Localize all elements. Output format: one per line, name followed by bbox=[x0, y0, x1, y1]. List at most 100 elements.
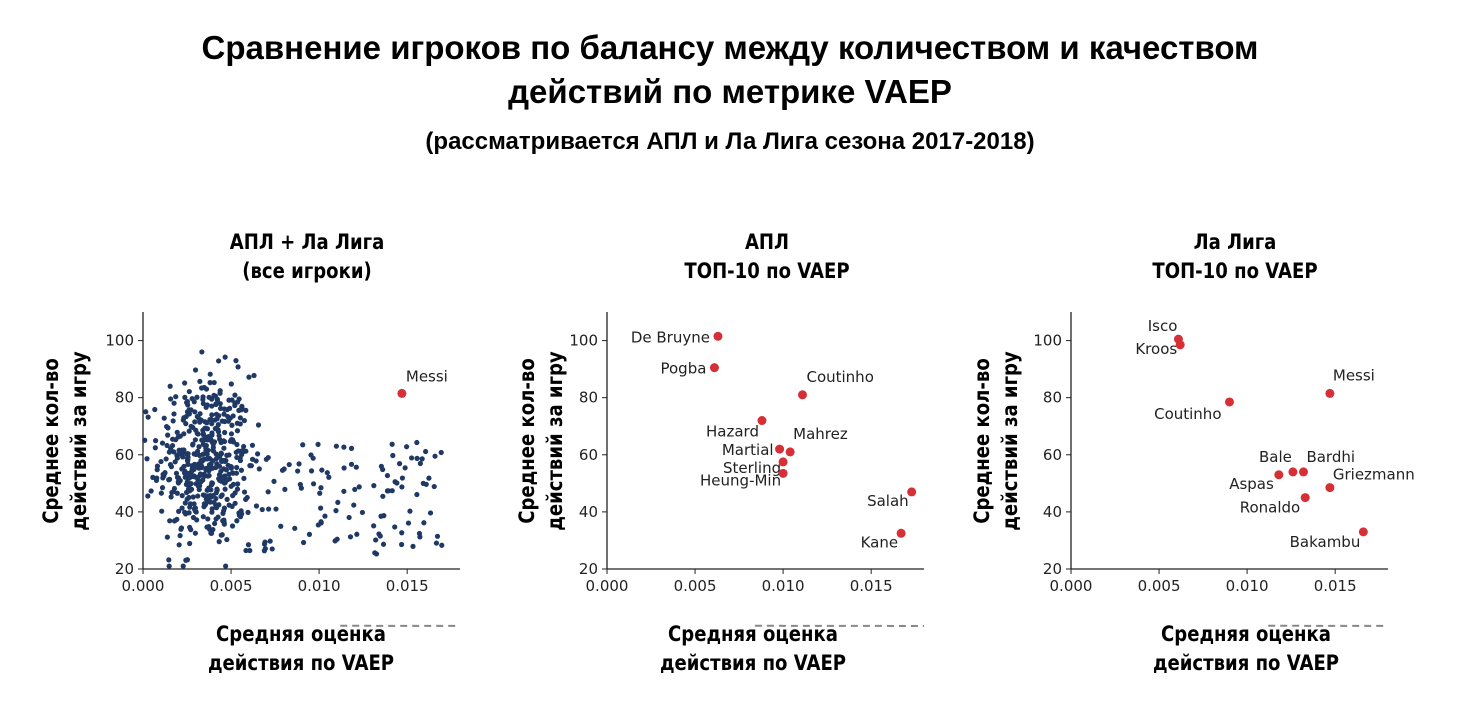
chart-1-point bbox=[197, 411, 203, 417]
chart-1-point bbox=[399, 530, 405, 536]
chart-1-point bbox=[266, 506, 272, 512]
chart-1-point bbox=[154, 467, 160, 473]
chart-3-y-tick-label: 40 bbox=[1043, 503, 1062, 521]
chart-1-point bbox=[230, 481, 237, 487]
chart-1-point bbox=[226, 502, 232, 508]
chart-1-point bbox=[167, 461, 174, 468]
chart-1-xlabel: Средняя оценка действия по VAEP bbox=[163, 620, 438, 678]
chart-1-point bbox=[396, 461, 403, 467]
chart-1-point bbox=[192, 367, 199, 373]
chart-1-point bbox=[167, 383, 173, 389]
chart-2-point-coutinho bbox=[797, 390, 807, 400]
chart-1-point bbox=[353, 464, 359, 470]
chart-2-point-label: Kane bbox=[861, 533, 899, 551]
chart-3-x-tick-label: 0.000 bbox=[1050, 577, 1093, 595]
chart-1-point bbox=[175, 475, 182, 481]
chart-1-point bbox=[433, 540, 440, 546]
chart-1-point bbox=[192, 437, 198, 443]
chart-1-point bbox=[232, 392, 238, 398]
chart-1-point bbox=[209, 412, 215, 418]
chart-2-y-tick-label: 100 bbox=[569, 332, 598, 350]
chart-1-point bbox=[222, 486, 228, 492]
chart-1-point bbox=[206, 486, 212, 492]
chart-1-point bbox=[200, 396, 206, 403]
chart-3-point-label: Coutinho bbox=[1154, 405, 1221, 423]
chart-1-point bbox=[247, 547, 253, 554]
chart-1-point bbox=[218, 468, 224, 475]
chart-1-point bbox=[405, 520, 412, 526]
chart-1-point bbox=[142, 437, 148, 443]
chart-1-point bbox=[190, 424, 196, 431]
chart-1-point bbox=[203, 448, 209, 454]
chart-1-point bbox=[195, 478, 201, 484]
chart-2-point-label: Sterling bbox=[723, 459, 781, 477]
chart-1-point bbox=[227, 405, 233, 411]
chart-1-point bbox=[166, 563, 172, 569]
chart-1-point bbox=[152, 438, 159, 444]
chart-1-point bbox=[189, 473, 195, 479]
chart-1-point bbox=[434, 533, 441, 539]
chart-1-point bbox=[300, 539, 307, 546]
page-title-line1: Сравнение игроков по балансу между колич… bbox=[201, 29, 1259, 66]
chart-1-point bbox=[371, 483, 377, 489]
chart-1-point bbox=[206, 472, 212, 479]
chart-1-point bbox=[209, 430, 215, 436]
chart-1-point bbox=[217, 388, 223, 394]
chart-1-point bbox=[241, 489, 248, 495]
chart-1-point bbox=[398, 541, 405, 548]
chart-1-point bbox=[385, 488, 392, 494]
chart-3-title: Ла Лига ТОП-10 по VAEP bbox=[1106, 228, 1364, 286]
chart-1-point bbox=[179, 466, 185, 472]
chart-2-point-heung-min bbox=[778, 468, 788, 478]
chart-1-point bbox=[223, 467, 230, 473]
chart-2-point-label: Pogba bbox=[660, 360, 706, 378]
chart-3-point-label: Bardhi bbox=[1306, 448, 1355, 466]
chart-1-point bbox=[333, 508, 339, 514]
chart-3-x-tick-label: 0.005 bbox=[1138, 577, 1181, 595]
chart-1-point bbox=[356, 484, 362, 490]
chart-1-point bbox=[354, 531, 360, 537]
chart-1-y-tick-label: 60 bbox=[115, 446, 134, 464]
chart-3-point-bardhi bbox=[1298, 467, 1308, 477]
chart-1-point bbox=[414, 439, 420, 446]
chart-2-point-label: Coutinho bbox=[806, 368, 873, 386]
chart-1-point bbox=[333, 443, 339, 449]
chart-2-x-tick-label: 0.005 bbox=[674, 577, 717, 595]
chart-1-point bbox=[210, 440, 216, 446]
chart-1-point bbox=[186, 388, 192, 395]
chart-1-point bbox=[390, 452, 396, 459]
chart-1-point bbox=[226, 471, 232, 477]
chart-1-point bbox=[161, 415, 167, 421]
chart-2-x-tick-label: 0.000 bbox=[586, 577, 629, 595]
chart-1-point bbox=[248, 463, 254, 469]
chart-1-point bbox=[159, 508, 165, 514]
chart-1-point bbox=[322, 513, 328, 519]
chart-1-point bbox=[300, 442, 306, 448]
chart-3-point-messi bbox=[1325, 388, 1335, 398]
chart-1-point bbox=[167, 518, 173, 524]
chart-1-point bbox=[192, 419, 198, 425]
chart-1-point bbox=[262, 546, 268, 552]
chart-1-point bbox=[213, 451, 219, 457]
chart-1-point bbox=[159, 440, 166, 446]
chart-1-point bbox=[225, 418, 232, 424]
chart-1-point bbox=[234, 428, 241, 434]
chart-1-point bbox=[431, 483, 437, 490]
chart-1-point bbox=[326, 474, 332, 480]
chart-1-point bbox=[402, 465, 408, 471]
chart-1-point bbox=[187, 524, 193, 530]
chart-1-point bbox=[162, 470, 168, 476]
chart-1-point bbox=[209, 403, 215, 409]
chart-1-point bbox=[177, 533, 183, 539]
chart-1-point bbox=[172, 459, 178, 465]
chart-1-point bbox=[237, 415, 243, 421]
chart-1-point bbox=[389, 441, 395, 447]
chart-1-point bbox=[380, 493, 386, 499]
chart-1-point bbox=[281, 466, 287, 472]
chart-1-point bbox=[214, 425, 220, 431]
chart-1-point bbox=[253, 503, 260, 509]
chart-1-x-tick-label: 0.010 bbox=[298, 577, 341, 595]
chart-1-point bbox=[373, 537, 379, 543]
chart-2-point-label: Salah bbox=[867, 492, 909, 510]
chart-1-point bbox=[176, 542, 182, 548]
